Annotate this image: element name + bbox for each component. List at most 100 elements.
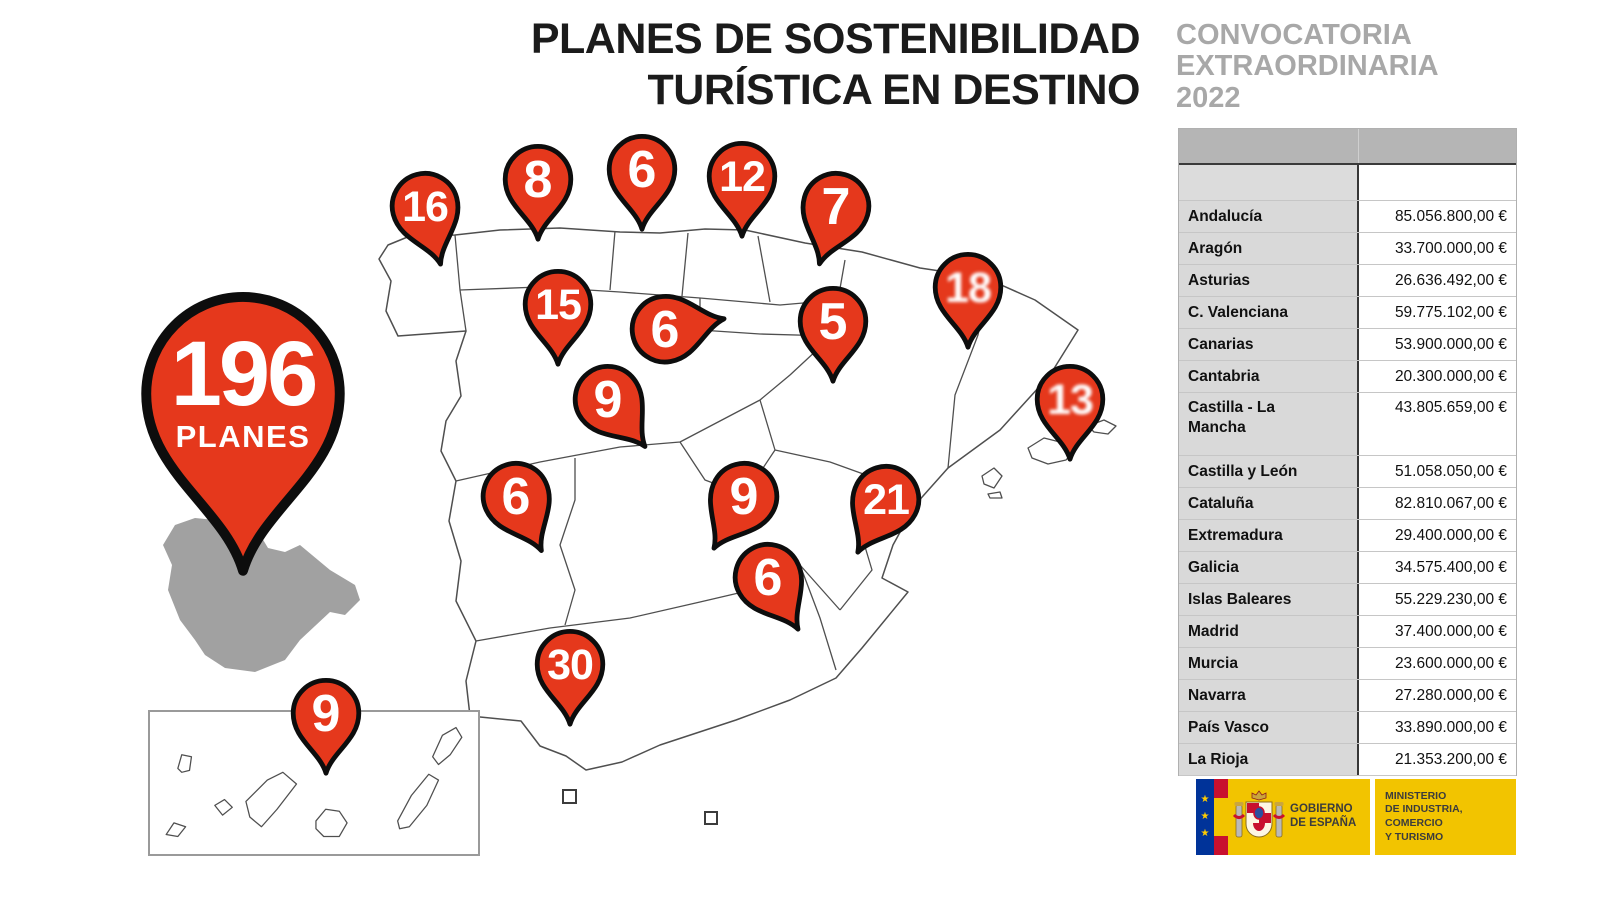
table-region-cell: País Vasco	[1179, 712, 1359, 743]
table-header-row	[1179, 129, 1516, 165]
map-pin-cataluna: 18	[928, 248, 1008, 352]
table-row: Islas Baleares 55.229.230,00 €	[1179, 584, 1516, 616]
map-pin-value: 6	[753, 549, 783, 607]
page-title-line1: PLANES DE SOSTENIBILIDAD	[530, 15, 1141, 63]
table-row: Cantabria 20.300.000,00 €	[1179, 361, 1516, 393]
table-region-cell: Islas Baleares	[1179, 584, 1359, 615]
map-pin-castilla-leon-oeste: 15	[518, 265, 598, 369]
table-region-cell: La Rioja	[1179, 744, 1359, 775]
subtitle-line2: EXTRAORDINARIA	[1176, 50, 1439, 83]
table-subheader-row	[1179, 165, 1516, 201]
spain-flag-strip	[1214, 779, 1228, 855]
map-pin-cantabria: 6	[602, 130, 682, 234]
table-region-cell: Navarra	[1179, 680, 1359, 711]
table-row: Cataluña 82.810.067,00 €	[1179, 488, 1516, 520]
gobierno-espana-banner: ★ ★ ★	[1196, 779, 1516, 855]
table-row: Canarias 53.900.000,00 €	[1179, 329, 1516, 361]
gobierno-line2: DE ESPAÑA	[1290, 817, 1357, 829]
table-region-cell: Murcia	[1179, 648, 1359, 679]
table-amount-cell: 29.400.000,00 €	[1359, 520, 1516, 551]
table-subheader-cell	[1359, 165, 1516, 200]
melilla-square	[704, 811, 718, 825]
table-amount-cell: 43.805.659,00 €	[1359, 393, 1516, 455]
table-header-cell	[1359, 129, 1516, 163]
table-region-cell: Cantabria	[1179, 361, 1359, 392]
map-pin-value: 16	[402, 182, 449, 231]
table-subheader-cell	[1179, 165, 1359, 200]
table-region-cell: Canarias	[1179, 329, 1359, 360]
map-pin-value: 5	[818, 293, 848, 351]
map-pin-value: 12	[719, 152, 766, 201]
table-amount-cell: 27.280.000,00 €	[1359, 680, 1516, 711]
table-region-cell: Galicia	[1179, 552, 1359, 583]
map-pin-pais-vasco: 12	[702, 137, 782, 241]
spain-silhouette	[163, 512, 360, 672]
map-pin-asturias: 8	[498, 140, 578, 244]
eu-star-icon: ★	[1200, 794, 1210, 805]
ministerio-line2: DE INDUSTRIA, COMERCIO	[1385, 803, 1463, 829]
table-row: C. Valenciana 59.775.102,00 €	[1179, 297, 1516, 329]
map-pin-navarra: 7	[796, 167, 876, 271]
map-pin-la-rioja: 5	[793, 282, 873, 386]
map-pin-value: 21	[863, 475, 910, 524]
table-row: Galicia 34.575.400,00 €	[1179, 552, 1516, 584]
table-row: Castilla - La Mancha 43.805.659,00 €	[1179, 393, 1516, 456]
map-pin-value: 6	[501, 468, 531, 526]
table-amount-cell: 51.058.050,00 €	[1359, 456, 1516, 487]
map-pin-andalucia: 30	[530, 625, 610, 729]
eu-star-icon: ★	[1200, 811, 1210, 822]
ministerio-line1: MINISTERIO	[1385, 789, 1447, 802]
eu-flag-strip: ★ ★ ★	[1196, 779, 1214, 855]
total-pin-value: 196	[170, 323, 318, 426]
table-region-cell: Andalucía	[1179, 201, 1359, 232]
ministerio-text: MINISTERIO DE INDUSTRIA, COMERCIO Y TURI…	[1375, 779, 1516, 855]
table-amount-cell: 20.300.000,00 €	[1359, 361, 1516, 392]
table-region-cell: Madrid	[1179, 616, 1359, 647]
table-amount-cell: 33.700.000,00 €	[1359, 233, 1516, 264]
page-title: PLANES DE SOSTENIBILIDAD TURÍSTICA EN DE…	[440, 14, 1141, 115]
table-region-cell: Asturias	[1179, 265, 1359, 296]
table-row: Andalucía 85.056.800,00 €	[1179, 201, 1516, 233]
table-row: Aragón 33.700.000,00 €	[1179, 233, 1516, 265]
total-pin: 196 PLANES	[125, 278, 361, 585]
map-pin-value: 7	[821, 178, 851, 236]
table-amount-cell: 82.810.067,00 €	[1359, 488, 1516, 519]
convocatoria-subtitle: CONVOCATORIA EXTRAORDINARIA 2022	[1176, 19, 1439, 114]
map-pin-c-valenciana: 21	[846, 460, 926, 564]
table-amount-cell: 59.775.102,00 €	[1359, 297, 1516, 328]
map-pin-castilla-la-mancha: 6	[728, 538, 808, 642]
table-region-cell: Castilla - La Mancha	[1179, 393, 1359, 455]
funding-table: Andalucía 85.056.800,00 € Aragón 33.700.…	[1178, 128, 1517, 776]
table-region-cell: C. Valenciana	[1179, 297, 1359, 328]
gobierno-line1: GOBIERNO	[1290, 803, 1353, 816]
table-amount-cell: 21.353.200,00 €	[1359, 744, 1516, 775]
subtitle-line1: CONVOCATORIA	[1176, 19, 1412, 51]
table-region-cell: Extremadura	[1179, 520, 1359, 551]
map-pin-extremadura: 6	[476, 457, 556, 561]
table-row: País Vasco 33.890.000,00 €	[1179, 712, 1516, 744]
map-pin-galicia: 16	[385, 167, 465, 271]
total-pin-label: PLANES	[175, 418, 311, 454]
table-amount-cell: 33.890.000,00 €	[1359, 712, 1516, 743]
table-row: Extremadura 29.400.000,00 €	[1179, 520, 1516, 552]
ministerio-line3: Y TURISMO	[1385, 830, 1444, 843]
table-region-cell: Castilla y León	[1179, 456, 1359, 487]
table-amount-cell: 34.575.400,00 €	[1359, 552, 1516, 583]
table-row: Madrid 37.400.000,00 €	[1179, 616, 1516, 648]
table-header-cell	[1179, 129, 1359, 163]
canary-islands-map	[165, 726, 463, 838]
table-amount-cell: 55.229.230,00 €	[1359, 584, 1516, 615]
map-pin-madrid: 9	[704, 457, 784, 561]
subtitle-line3: 2022	[1176, 81, 1241, 114]
map-pin-value: 18	[945, 263, 992, 312]
gobierno-text: GOBIERNO DE ESPAÑA	[1290, 779, 1370, 855]
banner-divider	[1370, 779, 1375, 855]
map-pin-value: 8	[523, 151, 553, 209]
map-pin-burgos-area: 6	[625, 290, 727, 394]
map-pin-value: 6	[650, 301, 680, 359]
map-pin-canarias: 9	[286, 674, 366, 778]
eu-star-icon: ★	[1200, 828, 1210, 839]
table-region-cell: Aragón	[1179, 233, 1359, 264]
map-pin-value: 9	[593, 371, 623, 429]
